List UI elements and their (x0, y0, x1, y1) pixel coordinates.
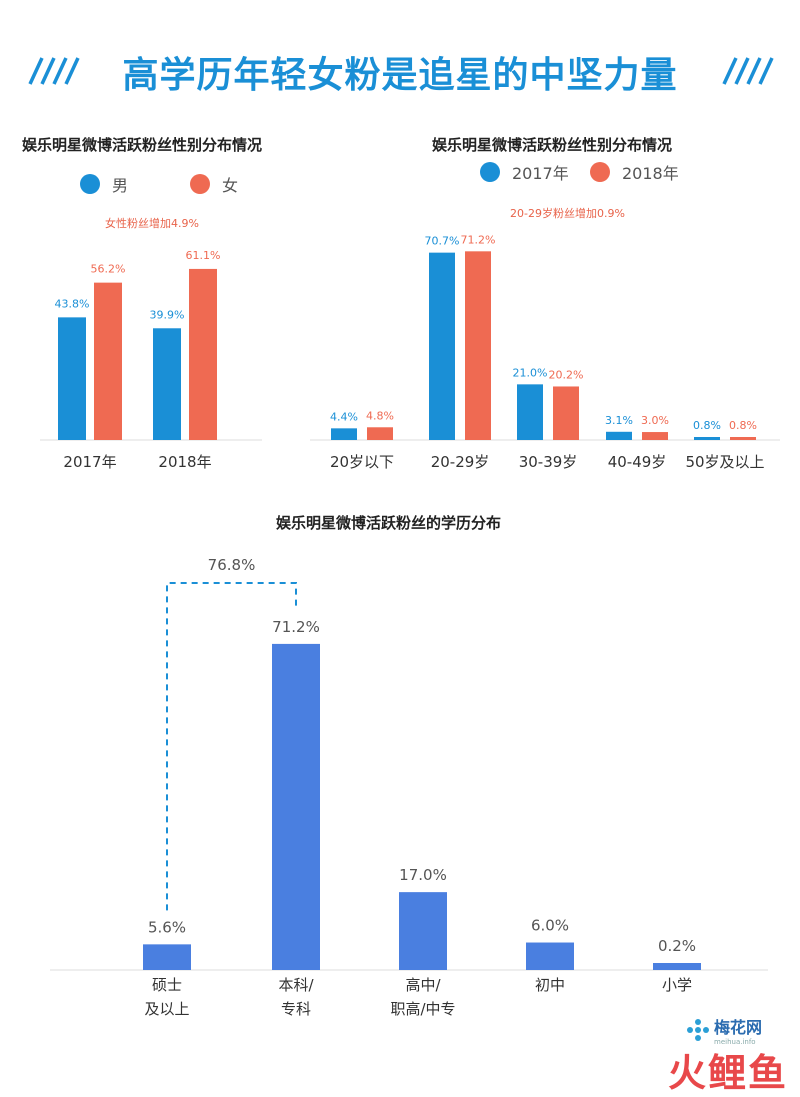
age-value-label-0-1: 4.8% (366, 409, 394, 422)
education-value-label-4: 0.2% (658, 937, 696, 955)
education-value-label-3: 6.0% (531, 917, 569, 935)
legend-male-dot (80, 174, 100, 194)
logo-name: 梅花网 (714, 1018, 763, 1037)
education-x-tick-0-1: 及以上 (144, 1000, 189, 1018)
age-value-label-3-0: 3.1% (605, 414, 633, 427)
education-bar-2 (399, 892, 447, 970)
gender-bar-0-1 (94, 282, 122, 440)
age-value-label-3-1: 3.0% (641, 414, 669, 427)
gender-value-label-0-0: 43.8% (55, 297, 90, 310)
education-value-label-2: 17.0% (399, 866, 447, 884)
legend-female: 女 (190, 172, 238, 196)
age-bar-3-1 (642, 432, 668, 440)
banner: 高学历年轻女粉是追星的中坚力量 (0, 38, 800, 108)
legend-2017: 2017年 (480, 160, 569, 184)
age-bar-4-1 (730, 437, 756, 440)
gender-x-tick-1: 2018年 (158, 453, 211, 471)
age-x-tick-4: 50岁及以上 (685, 453, 764, 471)
gender-bar-1-1 (189, 268, 217, 440)
age-value-label-4-0: 0.8% (693, 419, 721, 432)
age-value-label-1-0: 70.7% (425, 235, 460, 248)
gender-bar-1-0 (153, 328, 181, 440)
education-bar-0 (143, 944, 191, 970)
age-value-label-2-0: 21.0% (513, 366, 548, 379)
meihua-logo: 梅花网 meihua.info (686, 1014, 762, 1046)
watermark: 火鲤鱼 (668, 1051, 789, 1095)
age-bar-3-0 (606, 431, 632, 440)
logo-sub: meihua.info (714, 1038, 756, 1046)
age-bar-1-0 (429, 252, 455, 440)
education-value-label-0: 5.6% (148, 918, 186, 936)
education-x-tick-4-0: 小学 (662, 976, 692, 994)
education-bar-3 (526, 942, 574, 970)
age-chart-title: 娱乐明星微博活跃粉丝性别分布情况 (432, 136, 673, 154)
legend-2018-label: 2018年 (622, 164, 679, 183)
age-x-tick-2: 30-39岁 (519, 453, 578, 471)
age-bar-4-0 (694, 437, 720, 440)
gender-value-label-0-1: 56.2% (91, 263, 126, 276)
education-x-tick-1-1: 专科 (281, 1000, 311, 1018)
age-bar-0-1 (367, 427, 393, 440)
education-x-tick-2-0: 高中/ (405, 976, 441, 994)
legend-2018-dot (590, 162, 610, 182)
education-chart-title: 娱乐明星微博活跃粉丝的学历分布 (276, 514, 502, 532)
age-x-tick-3: 40-49岁 (608, 453, 667, 471)
legend-female-dot (190, 174, 210, 194)
legend-2017-dot (480, 162, 500, 182)
legend-male-label: 男 (112, 176, 129, 195)
legend-female-label: 女 (222, 176, 239, 195)
legend-male: 男 (80, 172, 128, 196)
gender-chart-title: 娱乐明星微博活跃粉丝性别分布情况 (22, 136, 263, 154)
age-annotation: 20-29岁粉丝增加0.9% (510, 207, 625, 220)
education-x-tick-0-0: 硕士 (152, 976, 182, 994)
education-x-tick-3-0: 初中 (535, 976, 565, 994)
age-bar-2-1 (553, 386, 579, 440)
education-value-label-1: 71.2% (272, 618, 320, 636)
age-bar-2-0 (517, 384, 543, 440)
education-bar-4 (653, 963, 701, 970)
slash-decoration-right (722, 57, 774, 85)
slash-decoration-left (28, 57, 80, 85)
age-value-label-1-1: 71.2% (461, 233, 496, 246)
gender-value-label-1-1: 61.1% (186, 249, 221, 262)
legend-2018: 2018年 (590, 160, 679, 184)
age-x-tick-0: 20岁以下 (330, 453, 394, 471)
gender-annotation: 女性粉丝增加4.9% (105, 217, 199, 230)
age-value-label-0-0: 4.4% (330, 410, 358, 423)
age-bar-1-1 (465, 251, 491, 440)
gender-bar-0-0 (58, 317, 86, 440)
education-bracket-label: 76.8% (208, 556, 256, 574)
education-x-tick-1-0: 本科/ (278, 976, 314, 994)
legend-2017-label: 2017年 (512, 164, 569, 183)
education-bracket (166, 582, 297, 911)
gender-x-tick-0: 2017年 (63, 453, 116, 471)
age-x-tick-1: 20-29岁 (431, 453, 490, 471)
page-title: 高学历年轻女粉是追星的中坚力量 (122, 55, 678, 96)
gender-value-label-1-0: 39.9% (150, 308, 185, 321)
flower-icon (687, 1019, 709, 1041)
age-value-label-2-1: 20.2% (549, 368, 584, 381)
education-bar-1 (272, 643, 320, 970)
education-x-tick-2-1: 职高/中专 (390, 1000, 455, 1018)
age-value-label-4-1: 0.8% (729, 419, 757, 432)
age-bar-0-0 (331, 428, 357, 440)
